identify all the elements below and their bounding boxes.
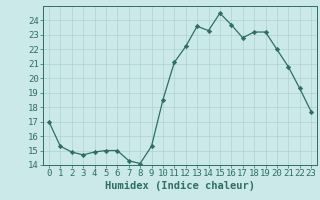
X-axis label: Humidex (Indice chaleur): Humidex (Indice chaleur): [105, 181, 255, 191]
